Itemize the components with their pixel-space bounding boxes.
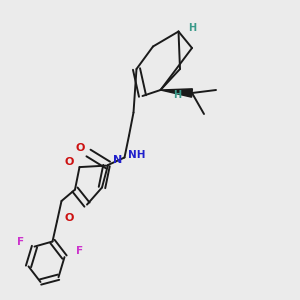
Text: F: F xyxy=(76,245,83,256)
Text: H: H xyxy=(173,89,181,100)
Polygon shape xyxy=(160,89,192,97)
Text: NH: NH xyxy=(128,149,146,160)
Text: F: F xyxy=(16,237,24,247)
Text: O: O xyxy=(64,213,74,224)
Text: H: H xyxy=(188,23,196,33)
Text: O: O xyxy=(75,142,85,153)
Text: O: O xyxy=(65,157,74,167)
Text: N: N xyxy=(113,155,122,165)
